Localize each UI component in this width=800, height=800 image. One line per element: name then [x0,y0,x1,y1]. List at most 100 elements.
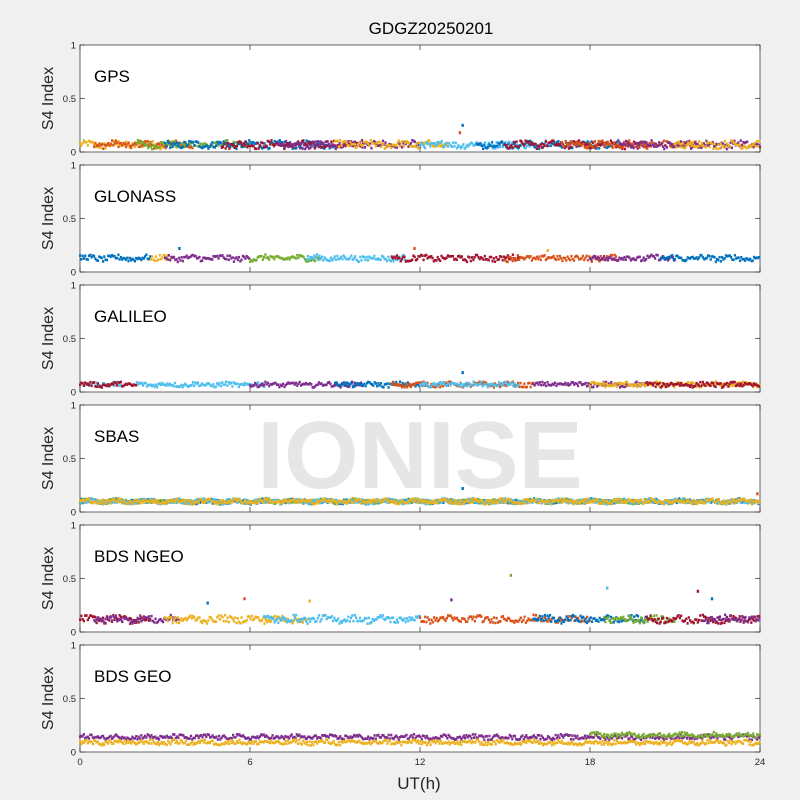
data-point [733,383,736,387]
data-point [405,499,408,502]
data-point [739,139,742,142]
data-point [353,140,356,144]
data-point [82,257,85,260]
data-point [616,383,619,387]
data-point [396,499,399,503]
data-point [245,254,248,258]
data-point [277,142,280,146]
data-point [635,143,639,147]
data-point [604,385,607,389]
data-point [690,141,693,145]
data-point [376,141,379,145]
data-point [79,383,82,387]
data-point [253,142,256,145]
data-point [238,383,242,386]
data-point [742,380,745,384]
data-point [712,255,715,258]
data-point [502,497,505,501]
data-point [134,141,137,145]
data-point [271,143,274,146]
data-point [475,142,478,146]
data-point [351,142,354,146]
data-point [324,257,327,261]
data-point [441,384,444,388]
y-axis-label: S4 Index [40,187,57,250]
data-point [420,253,423,257]
data-point [437,500,440,504]
data-point [487,500,490,504]
data-point [355,382,358,385]
data-point [209,257,213,261]
data-point [91,254,94,257]
data-point [620,500,624,503]
data-point [79,502,82,505]
data-point [480,144,483,148]
data-point [117,145,120,149]
data-point [288,258,291,261]
data-point [420,383,423,387]
data-point [405,384,408,387]
data-point [189,384,192,387]
data-point [722,258,725,261]
data-point [107,499,110,502]
data-point [632,502,635,506]
data-point [130,500,133,503]
data-point [461,145,464,148]
data-point [133,145,136,149]
data-point [658,141,661,144]
data-point [549,144,552,148]
data-point [727,144,730,147]
data-point [232,497,235,501]
data-point [382,498,385,501]
data-point [144,500,147,504]
data-point [735,143,738,147]
data-point [424,146,427,150]
data-point [646,147,649,150]
data-point [128,144,132,148]
data-point [474,500,477,503]
data-point [314,501,318,505]
data-point [514,144,517,148]
data-point [93,145,96,149]
data-point [243,144,246,147]
data-point [224,500,227,503]
data-point [266,256,269,259]
data-point [685,500,689,503]
data-point [236,142,239,146]
data-point [470,141,473,145]
data-point [428,256,432,259]
data-point [605,501,608,504]
data-point [406,501,409,505]
data-point [291,381,294,385]
data-point [742,257,745,261]
data-point [118,381,121,384]
data-point [660,501,663,504]
data-point [152,143,155,147]
data-point [391,498,394,502]
data-point [636,256,639,259]
data-point [583,146,586,149]
data-point [698,386,701,389]
data-point [283,140,286,144]
data-point [518,145,521,148]
data-point [567,144,570,147]
data-point [494,498,497,502]
data-point [422,499,425,502]
data-point [467,497,471,501]
data-point [239,501,242,505]
data-point [513,500,516,504]
data-point [264,253,267,256]
data-point [336,502,339,505]
data-point [591,256,594,259]
data-point [596,385,599,388]
data-point [186,498,189,502]
data-point [507,501,510,504]
data-point [445,256,448,259]
data-point [130,502,133,506]
data-point [491,259,494,263]
data-point [208,257,211,261]
data-point [161,141,164,144]
data-point [373,498,376,502]
data-point [313,147,316,150]
data-point [689,385,692,389]
